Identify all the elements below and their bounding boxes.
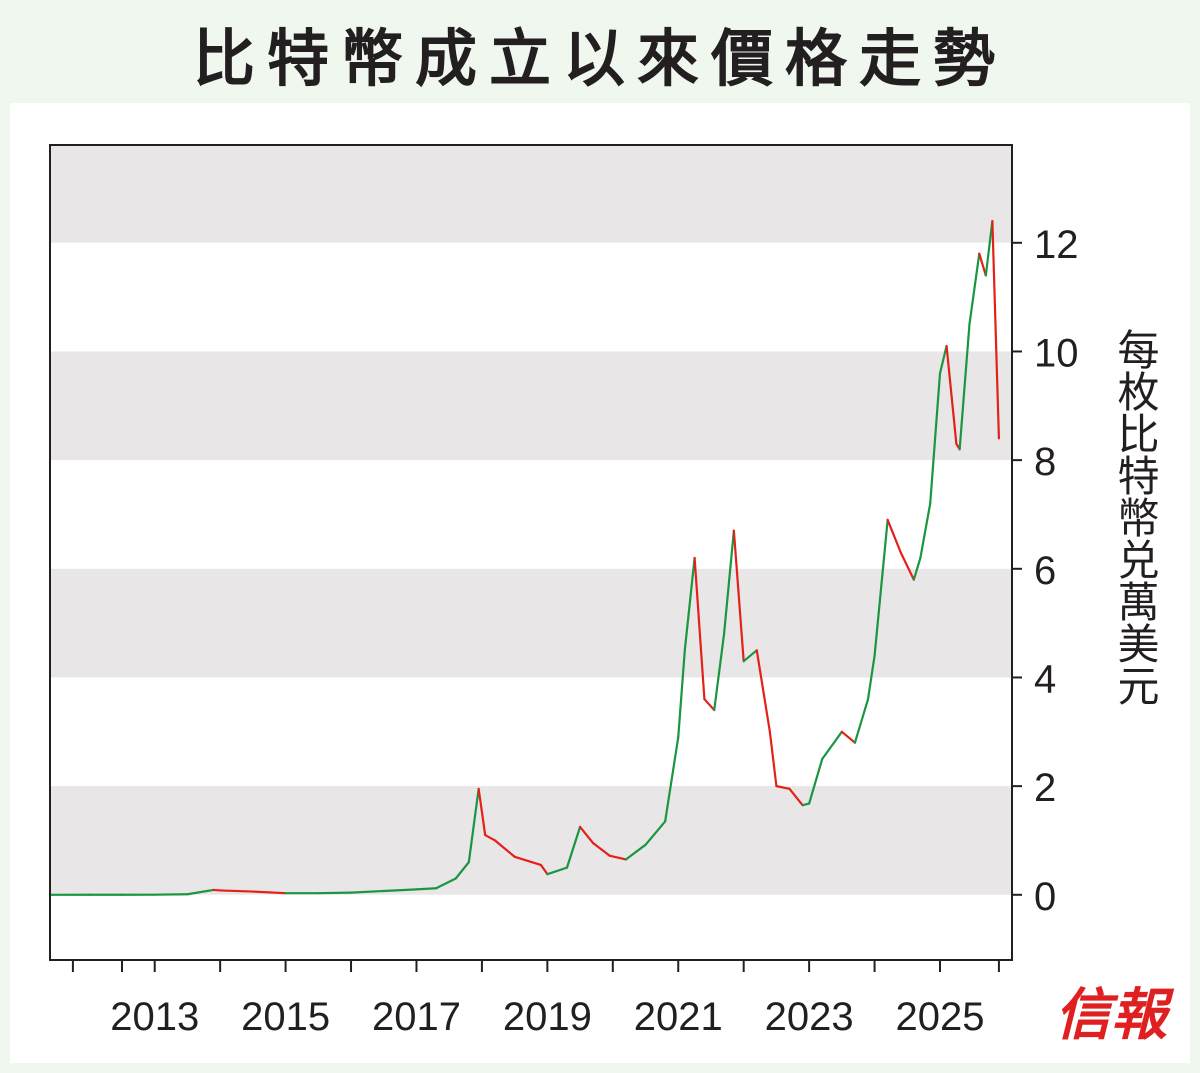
series-segment — [251, 890, 287, 895]
y-tick-label: 2 — [1034, 766, 1056, 810]
x-tick-label: 2025 — [896, 995, 985, 1039]
series-segment — [454, 861, 470, 880]
series-segment — [664, 736, 680, 823]
series-segment — [539, 863, 549, 876]
grid-band — [50, 894, 1012, 960]
series-segment — [513, 855, 542, 867]
series-segment — [317, 891, 353, 895]
grid-band — [50, 145, 1012, 243]
series-segment — [415, 887, 438, 891]
series-segment — [945, 344, 958, 445]
series-segment — [929, 372, 942, 505]
series-segment — [840, 730, 857, 744]
series-segment — [821, 730, 843, 761]
series-segment — [435, 877, 457, 890]
series-segment — [722, 529, 735, 636]
series-segment — [958, 323, 971, 451]
y-tick-label: 4 — [1034, 657, 1056, 701]
series-segment — [493, 839, 516, 858]
x-tick-label: 2013 — [110, 995, 199, 1039]
series-segment — [768, 730, 778, 788]
publisher-logo: 信報 — [1055, 982, 1167, 1048]
grid-band — [50, 568, 1012, 678]
series-segment — [853, 698, 870, 744]
y-tick-label: 10 — [1034, 331, 1079, 375]
series-segment — [683, 556, 696, 652]
chart-title: 比特幣成立以來價格走勢 — [192, 22, 1007, 95]
series-segment — [886, 518, 902, 554]
series-segment — [808, 757, 824, 805]
x-tick-label: 2017 — [372, 995, 461, 1039]
x-tick-label: 2021 — [634, 995, 723, 1039]
series-segment — [546, 866, 569, 876]
series-segment — [873, 518, 889, 657]
series-segment — [912, 556, 922, 581]
grid-bands — [50, 145, 1012, 960]
series-segment — [984, 219, 994, 277]
x-axis: 2013 2015 2017 2019 2021 2023 2025 — [71, 960, 1000, 1039]
y-tick-label: 12 — [1034, 223, 1079, 267]
series-segment — [693, 556, 706, 701]
y-tick-label: 8 — [1034, 440, 1056, 484]
series-segment — [866, 654, 876, 701]
series-segment — [938, 344, 948, 375]
series-segment — [713, 632, 726, 712]
series-segment — [186, 888, 215, 896]
series-segment — [801, 802, 811, 807]
series-segment — [968, 252, 981, 326]
series-segment — [624, 843, 647, 861]
series-segment — [732, 529, 745, 663]
series-segment — [742, 649, 758, 663]
grid-band — [50, 786, 1012, 895]
y-axis-label: 每枚比特幣兑萬美元 — [1111, 328, 1160, 706]
y-tick-label: 6 — [1034, 549, 1056, 593]
series-segment — [608, 854, 627, 861]
series-segment — [677, 649, 686, 739]
series-segment — [644, 820, 667, 846]
series-segment — [382, 888, 418, 893]
series-segment — [978, 252, 987, 277]
series-segment — [484, 833, 497, 842]
series-segment — [899, 551, 915, 581]
series-segment — [592, 842, 611, 857]
y-tick-label: 0 — [1034, 875, 1056, 919]
x-tick-label: 2019 — [503, 995, 592, 1039]
series-segment — [349, 889, 385, 894]
grid-band — [50, 677, 1012, 787]
grid-band — [50, 351, 1012, 461]
series-segment — [775, 785, 791, 790]
series-segment — [991, 219, 1001, 440]
x-tick-label: 2023 — [765, 995, 854, 1039]
series-segment — [578, 825, 595, 845]
x-tick-label: 2015 — [241, 995, 330, 1039]
grid-band — [50, 242, 1012, 352]
series-segment — [788, 787, 804, 807]
series-segment — [477, 787, 487, 837]
plot-frame — [49, 144, 1013, 961]
series-segment — [565, 825, 582, 869]
price-series — [48, 219, 1001, 896]
series-segment — [755, 649, 771, 733]
series-segment — [703, 698, 716, 712]
y-axis: 0 2 4 6 8 10 12 — [1012, 223, 1079, 919]
grid-band — [50, 460, 1012, 569]
series-segment — [219, 889, 254, 893]
series-segment — [467, 787, 480, 864]
series-segment — [919, 502, 932, 560]
